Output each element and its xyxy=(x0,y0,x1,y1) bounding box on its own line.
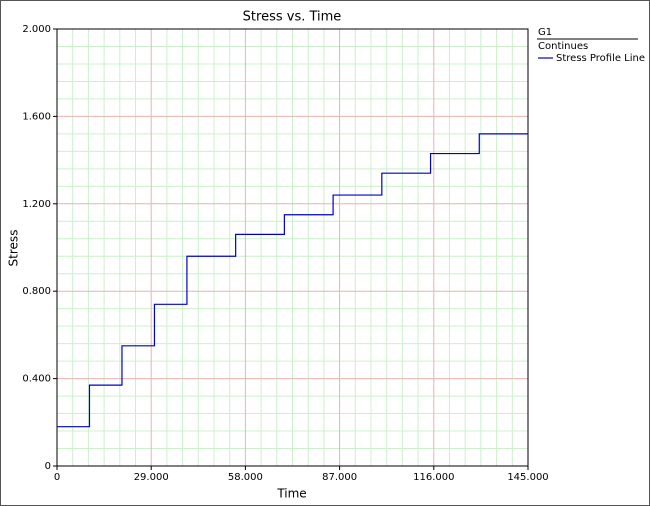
legend-title: G1 xyxy=(538,27,552,38)
y-tick-label: 1.600 xyxy=(22,111,51,122)
y-tick-label: 0.800 xyxy=(22,286,51,297)
x-tick-label: 0 xyxy=(54,472,60,483)
x-tick-label: 116.000 xyxy=(413,472,454,483)
y-axis-label: Stress xyxy=(7,230,21,267)
plot-border xyxy=(56,28,529,467)
x-axis-label: Time xyxy=(276,487,306,501)
y-tick-label: 1.200 xyxy=(22,199,51,210)
x-tick-label: 58.000 xyxy=(228,472,263,483)
chart-title: Stress vs. Time xyxy=(243,10,342,25)
legend-label: Stress Profile Line xyxy=(556,53,645,64)
legend-group: Continues xyxy=(538,41,588,52)
y-tick-label: 2.000 xyxy=(22,24,51,35)
data-line xyxy=(57,133,528,428)
x-tick-label: 29.000 xyxy=(134,472,169,483)
x-tick-label: 87.000 xyxy=(322,472,357,483)
x-tick-label: 145.000 xyxy=(507,472,548,483)
y-tick-label: 0.400 xyxy=(22,374,51,385)
y-tick-label: 0 xyxy=(45,461,51,472)
